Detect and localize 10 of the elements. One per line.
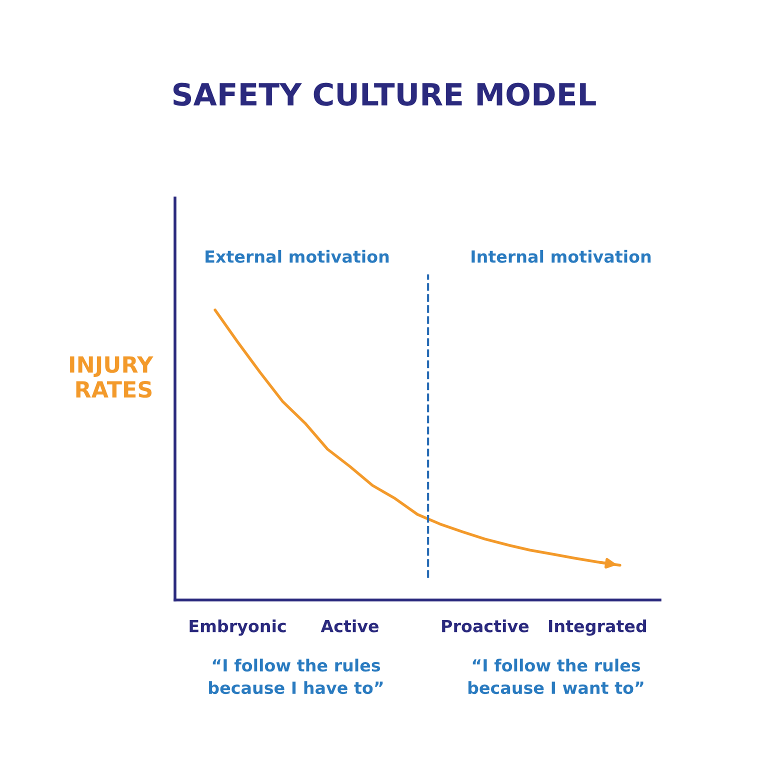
x-tick-label: Active (320, 619, 379, 632)
x-tick-label: Integrated (549, 619, 646, 636)
x-tick-label: Embryonic (190, 619, 286, 636)
y-axis-title: INJURY RATES (70, 356, 154, 398)
chart-title: SAFETY CULTURE MODEL (173, 82, 596, 106)
text: “I follow the rules because I want to” (468, 658, 644, 694)
text: External motivation (206, 250, 389, 263)
text: Internal motivation (472, 250, 651, 263)
text: “I follow the rules because I have to” (209, 658, 383, 694)
x-tick-label: Proactive (442, 619, 529, 632)
